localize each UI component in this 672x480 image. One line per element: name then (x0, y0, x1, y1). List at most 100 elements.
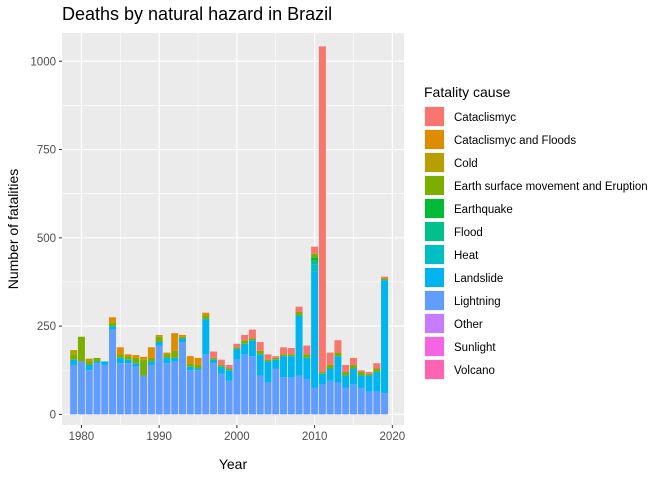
bar-segment (147, 357, 155, 362)
legend-label: Cold (454, 158, 478, 170)
bar-segment (365, 372, 373, 374)
legend-label: Cataclismyc (454, 112, 516, 124)
bar-segment (210, 357, 218, 360)
bar-segment (163, 363, 171, 415)
bar-segment (178, 334, 186, 337)
bar-segment (256, 375, 264, 415)
x-axis-title: Year (219, 456, 248, 472)
bar-segment (318, 46, 326, 373)
bar-segment (194, 368, 202, 371)
bar-segment (132, 363, 140, 367)
bar-segment (264, 382, 272, 415)
bar-segment (116, 347, 124, 355)
bar-segment (178, 338, 186, 343)
bar-segment (272, 357, 280, 360)
bar-segment (241, 354, 249, 415)
bar-segment (202, 315, 210, 320)
bar-segment (109, 322, 117, 327)
bar-segment (311, 264, 319, 272)
legend-label: Earth surface movement and Eruption (454, 181, 648, 193)
bar-segment (85, 361, 93, 365)
bar-segment (217, 373, 225, 415)
bar-segment (326, 368, 334, 381)
bar-segment (70, 354, 78, 360)
legend-swatch (425, 107, 444, 126)
bar-segment (303, 357, 311, 380)
legend-label: Landslide (454, 273, 503, 285)
bar-segment (70, 350, 78, 355)
bar-segment (264, 361, 272, 383)
bar-segment (70, 359, 78, 365)
bar-segment (217, 366, 225, 374)
bar-segment (280, 377, 288, 415)
legend-label: Cataclismyc and Floods (454, 135, 576, 147)
chart-title: Deaths by natural hazard in Brazil (62, 4, 332, 24)
bar-segment (155, 345, 163, 415)
y-tick-label: 750 (37, 145, 56, 157)
bar-segment (202, 312, 210, 316)
legend-swatch (425, 199, 444, 218)
bars (70, 46, 389, 415)
bar-segment (365, 391, 373, 415)
bar-segment (295, 375, 303, 415)
bar-segment (303, 354, 311, 358)
y-tick-label: 0 (50, 409, 56, 421)
bar-segment (280, 356, 288, 378)
bar-segment (357, 370, 365, 373)
legend-swatch (425, 337, 444, 356)
bar-segment (287, 377, 295, 415)
bar-segment (171, 350, 179, 358)
legend-swatch (425, 222, 444, 241)
bar-segment (342, 372, 350, 376)
bar-segment (109, 329, 117, 415)
bar-segment (70, 364, 78, 415)
bar-segment (287, 348, 295, 355)
bar-segment (109, 326, 117, 330)
bar-segment (280, 354, 288, 357)
bar-segment (77, 336, 85, 362)
bar-segment (233, 343, 241, 348)
bar-segment (303, 345, 311, 355)
legend-label: Volcano (454, 365, 495, 377)
x-tick-label: 2020 (380, 431, 406, 443)
bar-segment (140, 356, 148, 360)
bar-segment (295, 315, 303, 376)
bar-segment (186, 356, 194, 364)
bar-segment (101, 361, 109, 365)
bar-segment (140, 359, 148, 376)
bar-segment (186, 366, 194, 371)
bar-segment (85, 370, 93, 415)
bar-segment (357, 387, 365, 415)
bar-segment (334, 356, 342, 383)
bar-segment (256, 354, 264, 376)
bar-segment (241, 334, 249, 341)
bar-segment (210, 359, 218, 364)
bar-segment (171, 333, 179, 351)
bar-segment (303, 379, 311, 415)
bar-segment (116, 354, 124, 358)
bar-segment (124, 363, 132, 415)
legend: Fatality cause Cataclismyc Cataclismyc an… (424, 84, 648, 380)
bar-segment (318, 384, 326, 415)
bar-segment (373, 372, 381, 392)
bar-segment (248, 338, 256, 341)
bar-segment (381, 393, 389, 415)
bar-segment (349, 368, 357, 385)
bar-segment (116, 357, 124, 364)
bar-segment (342, 387, 350, 415)
x-axis: 1980 1990 2000 2010 2020 (69, 425, 406, 443)
bar-segment (225, 368, 233, 371)
legend-label: Heat (454, 250, 479, 262)
bar-segment (248, 329, 256, 339)
bar-segment (233, 359, 241, 415)
bar-segment (264, 359, 272, 362)
bar-segment (217, 364, 225, 367)
legend-swatch (425, 176, 444, 195)
bar-segment (318, 373, 326, 385)
bar-segment (287, 354, 295, 357)
bar-segment (132, 355, 140, 358)
bar-segment (124, 359, 132, 364)
legend-label: Lightning (454, 296, 501, 308)
bar-segment (217, 359, 225, 365)
